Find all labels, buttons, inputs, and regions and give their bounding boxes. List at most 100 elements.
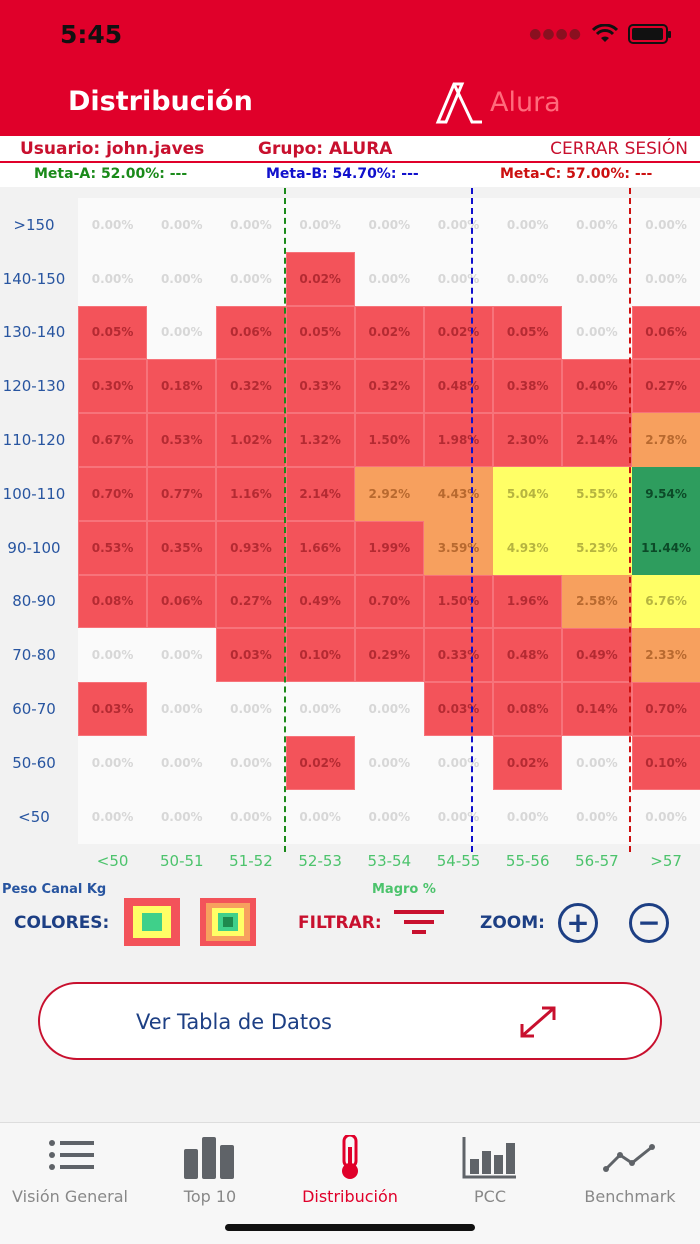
heatmap-cell[interactable]: 1.66% (285, 520, 355, 575)
tab-distribucion[interactable]: Distribución (280, 1131, 420, 1206)
heatmap-cell[interactable]: 0.00% (423, 198, 494, 252)
heatmap-cell[interactable]: 0.00% (78, 735, 148, 790)
heatmap-cell[interactable]: 0.00% (147, 251, 217, 306)
heatmap-cell[interactable]: 2.14% (285, 466, 355, 521)
heatmap-cell[interactable]: 1.98% (423, 413, 494, 467)
heatmap-cell[interactable]: 0.48% (423, 359, 494, 414)
heatmap-cell[interactable]: 0.05% (285, 305, 355, 360)
heatmap-cell[interactable]: 0.27% (216, 574, 286, 629)
heatmap-cell[interactable]: 0.06% (631, 305, 700, 360)
heatmap-cell[interactable]: 0.00% (423, 789, 494, 844)
heatmap-cell[interactable]: 4.43% (423, 466, 494, 521)
heatmap-cell[interactable]: 0.00% (423, 251, 494, 306)
heatmap-cell[interactable]: 0.00% (216, 735, 286, 790)
heatmap-cell[interactable]: 9.54% (631, 466, 700, 521)
color-scheme-2-icon[interactable] (124, 898, 180, 946)
heatmap-cell[interactable]: 0.32% (216, 359, 286, 414)
heatmap-cell[interactable]: 0.35% (147, 520, 217, 575)
heatmap-cell[interactable]: 0.00% (78, 789, 148, 844)
heatmap-cell[interactable]: 0.67% (78, 413, 148, 467)
heatmap-cell[interactable]: 0.10% (285, 628, 355, 683)
heatmap-cell[interactable]: 0.00% (562, 251, 632, 306)
heatmap-cell[interactable]: 0.00% (147, 789, 217, 844)
ver-tabla-button[interactable]: Ver Tabla de Datos (38, 982, 662, 1060)
heatmap-cell[interactable]: 0.00% (354, 735, 424, 790)
heatmap-cell[interactable]: 2.92% (354, 466, 424, 521)
heatmap-cell[interactable]: 0.00% (216, 682, 286, 736)
heatmap-cell[interactable]: 0.00% (285, 198, 355, 252)
heatmap-cell[interactable]: 0.18% (147, 359, 217, 414)
filter-icon[interactable] (394, 908, 444, 936)
heatmap-cell[interactable]: 0.03% (423, 682, 494, 736)
heatmap-cell[interactable]: 0.70% (78, 466, 148, 521)
heatmap-cell[interactable]: 0.00% (78, 198, 148, 252)
heatmap-cell[interactable]: 0.00% (354, 198, 424, 252)
heatmap-cell[interactable]: 0.00% (423, 735, 494, 790)
heatmap-cell[interactable]: 0.06% (216, 305, 286, 360)
heatmap-cell[interactable]: 0.30% (78, 359, 148, 414)
heatmap-cell[interactable]: 1.50% (354, 413, 424, 467)
heatmap-cell[interactable]: 0.00% (147, 735, 217, 790)
heatmap-cell[interactable]: 0.49% (562, 628, 632, 683)
heatmap-cell[interactable]: 0.00% (78, 251, 148, 306)
tab-top-10[interactable]: Top 10 (140, 1131, 280, 1206)
heatmap-cell[interactable]: 0.00% (147, 305, 217, 360)
zoom-in-button[interactable]: + (558, 903, 598, 943)
heatmap-cell[interactable]: 0.00% (216, 198, 286, 252)
tab-vision-general[interactable]: Visión General (0, 1131, 140, 1206)
heatmap-cell[interactable]: 0.33% (423, 628, 494, 683)
heatmap-cell[interactable]: 0.70% (631, 682, 700, 736)
heatmap-cell[interactable]: 0.06% (147, 574, 217, 629)
heatmap-cell[interactable]: 0.53% (147, 413, 217, 467)
heatmap-cell[interactable]: 0.40% (562, 359, 632, 414)
heatmap-cell[interactable]: 0.00% (216, 251, 286, 306)
heatmap-cell[interactable]: 0.00% (147, 198, 217, 252)
heatmap-cell[interactable]: 11.44% (631, 520, 700, 575)
heatmap-cell[interactable]: 0.00% (493, 789, 563, 844)
heatmap-cell[interactable]: 1.99% (354, 520, 424, 575)
tab-benchmark[interactable]: Benchmark (560, 1131, 700, 1206)
heatmap-cell[interactable]: 0.48% (493, 628, 563, 683)
heatmap-cell[interactable]: 6.76% (631, 574, 700, 629)
heatmap-cell[interactable]: 0.29% (354, 628, 424, 683)
heatmap-cell[interactable]: 0.00% (354, 682, 424, 736)
heatmap-cell[interactable]: 0.38% (493, 359, 563, 414)
heatmap-cell[interactable]: 0.00% (631, 789, 700, 844)
heatmap-cell[interactable]: 0.02% (423, 305, 494, 360)
heatmap-cell[interactable]: 0.02% (493, 735, 563, 790)
heatmap-cell[interactable]: 0.05% (78, 305, 148, 360)
heatmap-cell[interactable]: 0.32% (354, 359, 424, 414)
heatmap-cell[interactable]: 1.16% (216, 466, 286, 521)
heatmap-cell[interactable]: 0.77% (147, 466, 217, 521)
heatmap-cell[interactable]: 0.27% (631, 359, 700, 414)
heatmap-cell[interactable]: 0.00% (562, 198, 632, 252)
heatmap-cell[interactable]: 5.55% (562, 466, 632, 521)
heatmap-cell[interactable]: 0.00% (562, 789, 632, 844)
heatmap-cell[interactable]: 0.10% (631, 735, 700, 790)
heatmap-cell[interactable]: 5.23% (562, 520, 632, 575)
heatmap-cell[interactable]: 2.14% (562, 413, 632, 467)
heatmap-cell[interactable]: 0.00% (285, 789, 355, 844)
heatmap-cell[interactable]: 0.00% (285, 682, 355, 736)
heatmap-cell[interactable]: 0.00% (562, 735, 632, 790)
tab-pcc[interactable]: PCC (420, 1131, 560, 1206)
heatmap-cell[interactable]: 0.00% (216, 789, 286, 844)
heatmap-cell[interactable]: 3.59% (423, 520, 494, 575)
heatmap-cell[interactable]: 0.08% (78, 574, 148, 629)
heatmap-cell[interactable]: 0.00% (147, 682, 217, 736)
heatmap-cell[interactable]: 0.03% (78, 682, 148, 736)
heatmap-cell[interactable]: 2.33% (631, 628, 700, 683)
logout-button[interactable]: CERRAR SESIÓN (550, 139, 688, 159)
heatmap-cell[interactable]: 0.53% (78, 520, 148, 575)
heatmap-cell[interactable]: 0.02% (285, 735, 355, 790)
heatmap-cell[interactable]: 0.00% (354, 251, 424, 306)
heatmap-cell[interactable]: 0.00% (562, 305, 632, 360)
heatmap-cell[interactable]: 1.02% (216, 413, 286, 467)
heatmap-cell[interactable]: 0.03% (216, 628, 286, 683)
heatmap-cell[interactable]: 0.05% (493, 305, 563, 360)
heatmap-cell[interactable]: 1.96% (493, 574, 563, 629)
heatmap-cell[interactable]: 1.32% (285, 413, 355, 467)
heatmap-cell[interactable]: 0.00% (354, 789, 424, 844)
heatmap-cell[interactable]: 0.70% (354, 574, 424, 629)
zoom-out-button[interactable]: − (629, 903, 669, 943)
